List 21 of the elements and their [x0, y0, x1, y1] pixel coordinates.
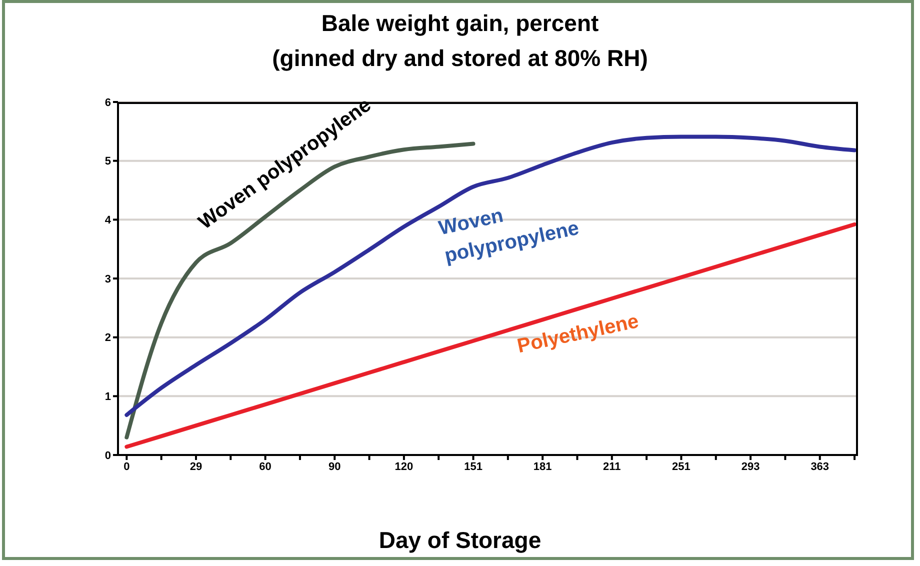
x-tick-label: 363: [810, 460, 830, 473]
x-tick-label: 151: [464, 460, 482, 473]
x-tick-label: 60: [259, 460, 272, 473]
y-tick-label: 6: [104, 96, 111, 109]
y-tick-label: 2: [104, 332, 111, 344]
x-tick-label: 29: [190, 460, 202, 473]
x-tick-label: 0: [124, 460, 130, 473]
y-tick-label: 1: [104, 391, 111, 404]
x-axis-title: Day of Storage: [378, 527, 542, 554]
x-tick-label: 181: [533, 460, 552, 473]
x-tick-label: 90: [328, 460, 341, 473]
chart-subtitle: (ginned dry and stored at 80% RH): [271, 45, 649, 72]
x-tick-label: 293: [741, 460, 760, 473]
y-tick-label: 0: [104, 450, 111, 462]
chart-title: Bale weight gain, percent: [320, 10, 600, 37]
x-tick-label: 211: [603, 460, 621, 473]
y-tick-label: 4: [104, 214, 112, 227]
x-tick-label: 120: [394, 460, 414, 473]
y-tick-label: 5: [104, 156, 111, 168]
x-tick-label: 251: [672, 460, 690, 473]
y-tick-label: 3: [104, 273, 111, 286]
